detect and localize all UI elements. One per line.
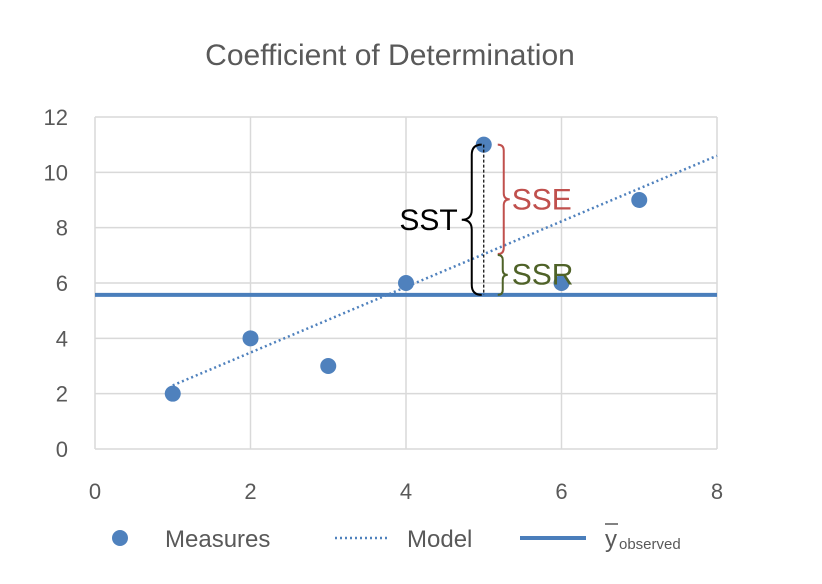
legend-label-model: Model [407, 526, 472, 553]
y-tick-label: 6 [56, 271, 68, 296]
ssr-brace [497, 253, 508, 296]
measure-point [553, 275, 570, 291]
y-tick-label: 0 [56, 437, 68, 462]
measure-point [631, 192, 648, 208]
plot-series [95, 136, 718, 402]
legend-label-measures: Measures [165, 526, 270, 553]
sst-brace [461, 143, 482, 296]
y-tick-label: 4 [56, 326, 68, 351]
y-tick-label: 2 [56, 382, 68, 407]
x-tick-label: 4 [400, 479, 412, 504]
sse-label: SSE [512, 183, 572, 216]
x-tick-label: 6 [555, 479, 567, 504]
grid [94, 116, 718, 450]
model-line [172, 154, 718, 387]
sst-label: SST [399, 204, 457, 237]
legend-label-mean: y [605, 526, 617, 553]
legend-label-mean-subscript: observed [619, 536, 681, 553]
y-tick-label: 8 [56, 216, 68, 241]
legend-marker-measures [112, 530, 128, 546]
x-tick-label: 2 [244, 479, 256, 504]
measure-point [398, 275, 414, 291]
x-axis-ticks: 0 2 4 6 8 [89, 479, 723, 504]
chart-title: Coefficient of Determination [205, 39, 575, 72]
y-tick-label: 12 [44, 105, 68, 130]
measure-point [164, 385, 181, 402]
x-tick-label: 0 [89, 479, 101, 504]
x-tick-label: 8 [711, 479, 723, 504]
annotations: SST SSE SSR [399, 143, 574, 296]
ssr-label: SSR [512, 258, 574, 291]
y-tick-label: 10 [44, 160, 68, 185]
measure-point [242, 330, 259, 347]
legend: Measures Model y observed [112, 523, 681, 553]
y-axis-ticks: 0 2 4 6 8 10 12 [44, 105, 68, 462]
measure-point [320, 358, 337, 374]
sse-brace [497, 143, 510, 255]
